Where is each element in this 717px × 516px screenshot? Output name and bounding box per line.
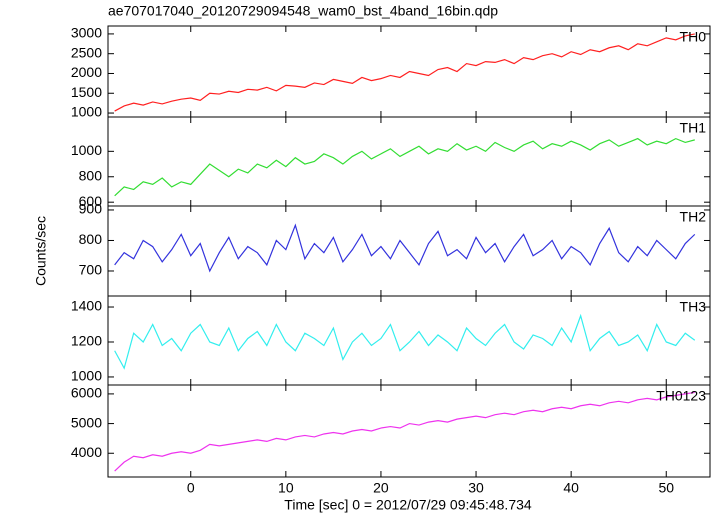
- y-tick-label: 4000: [71, 444, 102, 460]
- y-tick-label: 6000: [71, 385, 102, 401]
- data-line: [114, 391, 695, 472]
- y-tick-label: 2500: [71, 44, 102, 60]
- x-tick-label: 20: [373, 480, 389, 496]
- panel-frame: [107, 116, 711, 207]
- x-tick-label: 50: [658, 480, 674, 496]
- panel-label: TH1: [680, 120, 707, 136]
- data-line: [114, 137, 695, 197]
- panel-label: TH3: [680, 299, 707, 315]
- y-tick-label: 600: [79, 193, 103, 209]
- x-tick-label: 0: [187, 480, 195, 496]
- y-tick-label: 1000: [71, 142, 102, 158]
- x-tick-label: 30: [468, 480, 484, 496]
- data-line: [114, 313, 696, 370]
- y-tick-label: 700: [79, 262, 103, 278]
- data-line: [114, 223, 696, 273]
- panel-frame: [107, 384, 711, 478]
- y-tick-label: 900: [79, 201, 103, 217]
- x-tick-label: 40: [563, 480, 579, 496]
- y-tick-label: 3000: [71, 25, 102, 41]
- panel-frame: [107, 295, 711, 386]
- data-line: [114, 33, 695, 112]
- y-tick-label: 1500: [71, 84, 102, 100]
- panel-label: TH2: [680, 209, 707, 225]
- panel-frame: [107, 205, 711, 297]
- panel-label: TH0: [680, 29, 707, 45]
- y-tick-label: 800: [79, 167, 103, 183]
- y-tick-label: 2000: [71, 64, 102, 80]
- panel-label: TH0123: [656, 388, 706, 404]
- y-tick-label: 1400: [71, 298, 102, 314]
- x-axis-label: Time [sec] 0 = 2012/07/29 09:45:48.734: [284, 497, 532, 513]
- x-tick-label: 10: [278, 480, 294, 496]
- y-tick-label: 5000: [71, 414, 102, 430]
- chart-title: ae707017040_20120729094548_wam0_bst_4ban…: [108, 3, 498, 19]
- y-tick-label: 1000: [71, 368, 102, 384]
- y-axis-label: Counts/sec: [33, 216, 49, 286]
- y-tick-label: 800: [79, 231, 103, 247]
- y-tick-label: 1200: [71, 333, 102, 349]
- y-tick-label: 1000: [71, 104, 102, 120]
